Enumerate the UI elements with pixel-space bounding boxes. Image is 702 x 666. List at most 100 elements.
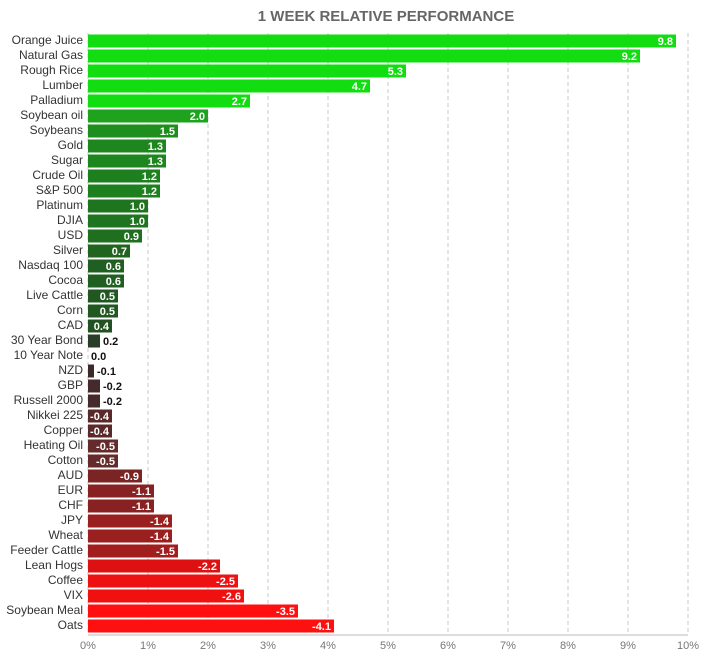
x-tick-label: 1% — [140, 640, 156, 652]
value-label: 0.5 — [100, 306, 115, 318]
bar — [88, 334, 100, 348]
bar — [88, 529, 172, 543]
category-label: S&P 500 — [36, 183, 83, 197]
bar — [88, 34, 676, 48]
category-label: Live Cattle — [26, 288, 83, 302]
bar — [88, 439, 118, 453]
bar — [88, 94, 250, 108]
category-label: Feeder Cattle — [10, 543, 83, 557]
value-label: -0.4 — [90, 426, 110, 438]
category-label: Copper — [44, 423, 83, 437]
category-label: 10 Year Note — [14, 348, 84, 362]
x-tick-label: 3% — [260, 640, 276, 652]
bar — [88, 559, 220, 573]
category-label: EUR — [58, 483, 84, 497]
value-label: -2.2 — [198, 561, 217, 573]
category-label: Lean Hogs — [25, 558, 83, 572]
bar — [88, 64, 406, 78]
category-label: Palladium — [30, 93, 83, 107]
bar — [88, 589, 244, 603]
category-label: GBP — [58, 378, 83, 392]
bar — [88, 364, 94, 378]
category-label: Orange Juice — [12, 33, 84, 47]
category-label: Soybean Meal — [6, 603, 83, 617]
category-label: Gold — [58, 138, 83, 152]
value-label: 0.2 — [103, 336, 118, 348]
value-label: -0.2 — [103, 396, 122, 408]
x-tick-label: 4% — [320, 640, 336, 652]
x-tick-label: 10% — [677, 640, 699, 652]
category-label: Nikkei 225 — [27, 408, 83, 422]
value-label: 0.9 — [124, 231, 139, 243]
category-label: Corn — [57, 303, 83, 317]
category-label: Cotton — [48, 453, 83, 467]
value-label: -2.5 — [216, 576, 235, 588]
bar — [88, 184, 160, 198]
category-label: Russell 2000 — [14, 393, 84, 407]
value-label: 1.0 — [130, 201, 145, 213]
value-label: 0.0 — [91, 351, 106, 363]
bar — [88, 259, 124, 273]
value-label: 9.8 — [658, 36, 673, 48]
value-label: -1.1 — [132, 501, 151, 513]
value-label: 1.0 — [130, 216, 145, 228]
bar — [88, 394, 100, 408]
value-label: -2.6 — [222, 591, 241, 603]
category-label: Oats — [58, 618, 83, 632]
bar — [88, 604, 298, 618]
value-label: -1.5 — [156, 546, 175, 558]
x-tick-label: 8% — [560, 640, 576, 652]
category-label: USD — [58, 228, 84, 242]
x-tick-label: 5% — [380, 640, 396, 652]
bar — [88, 199, 148, 213]
value-label: 2.0 — [190, 111, 205, 123]
category-label: Soybeans — [30, 123, 83, 137]
bar — [88, 169, 160, 183]
value-label: 0.6 — [106, 261, 121, 273]
x-tick-label: 9% — [620, 640, 636, 652]
chart-title: 1 WEEK RELATIVE PERFORMANCE — [258, 8, 514, 25]
category-label: NZD — [58, 363, 83, 377]
value-label: -1.4 — [150, 531, 170, 543]
value-label: 5.3 — [388, 66, 403, 78]
value-label: -3.5 — [276, 606, 295, 618]
value-label: -0.1 — [97, 366, 116, 378]
category-label: Natural Gas — [19, 48, 83, 62]
value-label: 1.2 — [142, 186, 157, 198]
category-label: Platinum — [36, 198, 83, 212]
category-label: 30 Year Bond — [11, 333, 83, 347]
bar — [88, 424, 112, 438]
bar — [88, 109, 208, 123]
value-label: 4.7 — [352, 81, 367, 93]
bar — [88, 229, 142, 243]
category-label: DJIA — [57, 213, 83, 227]
x-tick-label: 7% — [500, 640, 516, 652]
bar — [88, 139, 166, 153]
value-label: 1.5 — [160, 126, 175, 138]
category-label: CAD — [58, 318, 84, 332]
bar — [88, 514, 172, 528]
bar — [88, 454, 118, 468]
bar — [88, 49, 640, 63]
category-label: Crude Oil — [32, 168, 83, 182]
bar — [88, 274, 124, 288]
bar — [88, 574, 238, 588]
bar — [88, 304, 118, 318]
value-label: 1.3 — [148, 141, 163, 153]
value-label: -0.9 — [120, 471, 139, 483]
x-tick-label: 2% — [200, 640, 216, 652]
x-tick-label: 6% — [440, 640, 456, 652]
value-label: -0.2 — [103, 381, 122, 393]
value-label: 0.6 — [106, 276, 121, 288]
category-label: Wheat — [48, 528, 83, 542]
value-label: -1.4 — [150, 516, 170, 528]
category-label: Silver — [53, 243, 83, 257]
bar — [88, 289, 118, 303]
category-label: Sugar — [51, 153, 83, 167]
bar — [88, 154, 166, 168]
bar — [88, 79, 370, 93]
category-label: AUD — [58, 468, 84, 482]
bar — [88, 499, 154, 513]
value-label: 0.5 — [100, 291, 115, 303]
category-label: CHF — [58, 498, 83, 512]
